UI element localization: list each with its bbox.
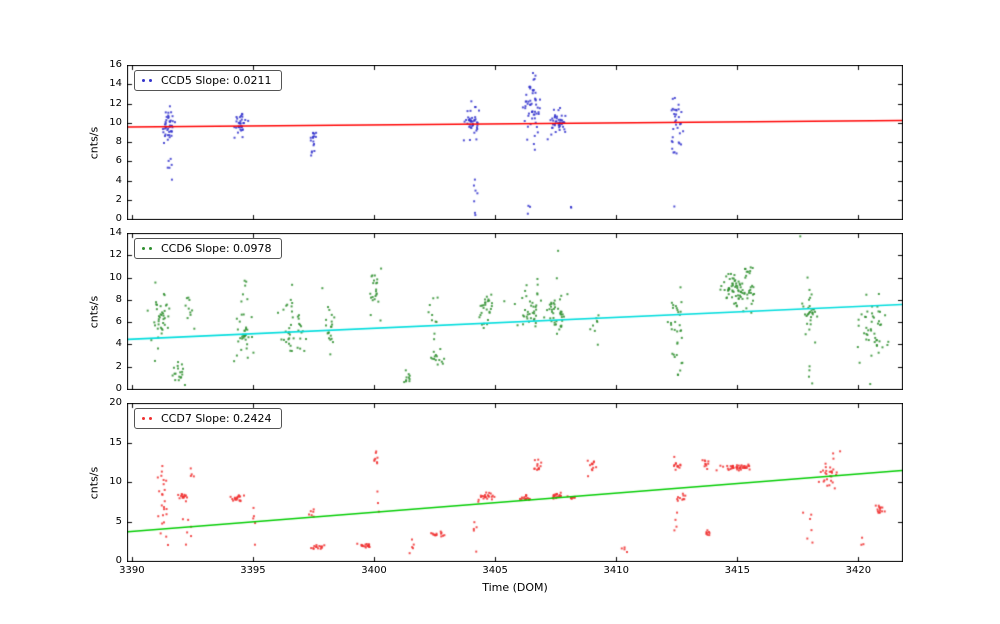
y-tick-label: 14 xyxy=(109,78,122,90)
y-tick-label: 20 xyxy=(109,397,122,408)
y-tick-label: 4 xyxy=(115,338,122,350)
y-tick-label: 0 xyxy=(115,555,122,566)
legend-ccd7: CCD7 Slope: 0.2424 xyxy=(134,408,282,429)
x-tick-label: 3390 xyxy=(119,565,145,576)
scatter-marker-icon xyxy=(142,247,152,250)
y-tick-label: 15 xyxy=(109,436,122,448)
scatter-marker-icon xyxy=(142,79,152,82)
subplot-ccd5: cnts/s CCD5 Slope: 0.0211 0 2 4 6 8 10 12 14 16 xyxy=(88,59,903,224)
y-tick-label: 8 xyxy=(115,293,122,305)
x-tick-label: 3405 xyxy=(482,565,508,576)
y-tick-label: 2 xyxy=(115,360,122,372)
legend-label: CCD7 Slope: 0.2424 xyxy=(161,412,272,425)
y-tick-label: 6 xyxy=(115,316,122,328)
legend-label: CCD6 Slope: 0.0978 xyxy=(161,242,272,255)
y-tick-label: 16 xyxy=(109,59,122,70)
y-tick-label: 8 xyxy=(115,136,122,147)
y-tick-label: 10 xyxy=(109,116,122,128)
scatter-marker-icon xyxy=(142,417,152,420)
x-tick-label: 3415 xyxy=(724,565,751,576)
y-tick-label: 14 xyxy=(109,227,122,238)
y-tick-label: 10 xyxy=(109,476,122,487)
y-tick-label: 2 xyxy=(115,193,122,205)
plot-canvas-ccd7 xyxy=(127,403,903,562)
y-tick-label: 0 xyxy=(115,383,122,394)
legend-ccd5: CCD5 Slope: 0.0211 xyxy=(134,70,282,91)
legend-label: CCD5 Slope: 0.0211 xyxy=(161,74,272,87)
plot-canvas-ccd6 xyxy=(127,233,903,390)
y-tick-label: 4 xyxy=(115,174,122,186)
legend-ccd6: CCD6 Slope: 0.0978 xyxy=(134,238,282,259)
y-tick-label: 6 xyxy=(115,155,122,167)
y-tick-label: 5 xyxy=(115,515,122,527)
x-tick-label: 3400 xyxy=(361,565,387,576)
y-tick-label: 12 xyxy=(109,97,122,109)
x-tick-label: 3395 xyxy=(240,565,266,576)
x-tick-label: 3410 xyxy=(603,565,629,576)
x-tick-label: 3420 xyxy=(845,565,872,576)
y-tick-label: 10 xyxy=(109,271,122,283)
y-tick-label: 12 xyxy=(109,249,122,261)
subplot-ccd6: cnts/s CCD6 Slope: 0.0978 0 2 4 6 8 10 12 14 xyxy=(88,227,903,394)
x-axis-label: Time (DOM) xyxy=(482,581,548,594)
y-tick-label: 0 xyxy=(115,213,122,224)
